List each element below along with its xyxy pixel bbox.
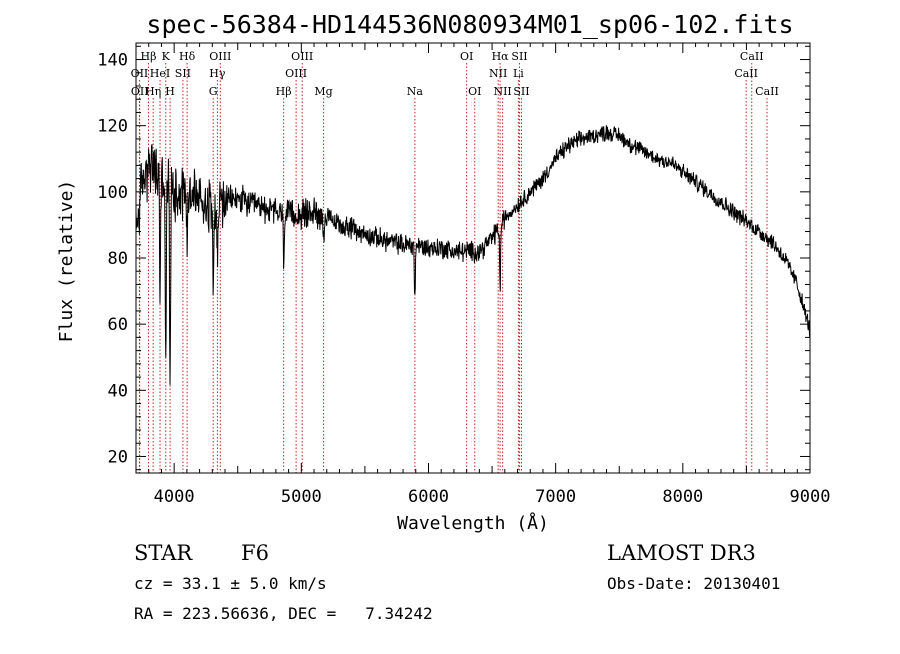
line-marker-label: Hβ (140, 50, 156, 63)
line-marker-label: NII (493, 85, 511, 98)
line-marker-label: Mg (314, 85, 332, 98)
line-marker-label: Hγ (209, 67, 226, 80)
line-marker-label: Li (513, 67, 524, 80)
line-marker-label: Hη (145, 85, 161, 98)
line-marker-label: K (162, 50, 171, 63)
line-marker-label: OI (468, 85, 481, 98)
x-tick-label: 5000 (281, 487, 322, 507)
spectrum-layer (135, 125, 811, 385)
plot-frame (135, 42, 811, 474)
obs-date: Obs-Date: 20130401 (607, 574, 780, 593)
line-marker-label: G (209, 85, 218, 98)
line-marker-label: OII (131, 67, 149, 80)
line-markers-layer (138, 63, 768, 473)
line-marker-label: CaII (734, 67, 758, 80)
line-marker-label: Hδ (179, 50, 196, 63)
line-marker-label: SII (175, 67, 191, 80)
chart-title: spec-56384-HD144536N080934M01_sp06-102.f… (146, 10, 793, 39)
line-marker-label: NII (489, 67, 507, 80)
line-marker-label: OIII (209, 50, 231, 63)
line-marker-label: SII (511, 50, 527, 63)
x-tick-label: 6000 (408, 487, 449, 507)
line-marker-label: OIII (291, 50, 313, 63)
y-axis-label: Flux (relative) (56, 180, 77, 343)
y-tick-label: 20 (108, 447, 128, 467)
redshift-value: cz = 33.1 ± 5.0 km/s (134, 574, 327, 593)
y-tick-label: 60 (108, 315, 128, 335)
line-marker-label: CaII (755, 85, 779, 98)
line-marker-label: SII (513, 85, 529, 98)
line-marker-label: OI (460, 50, 473, 63)
survey-name: LAMOST DR3 (607, 541, 756, 565)
line-marker-label: Hβ (276, 85, 292, 98)
y-tick-label: 40 (108, 381, 128, 401)
y-tick-label: 100 (97, 183, 128, 203)
object-class: STAR (134, 541, 193, 565)
y-axis-ticks: 20 40 60 80 100 120 140 (97, 45, 810, 471)
x-axis-label: Wavelength (Å) (397, 512, 549, 534)
line-marker-label: OIII (285, 67, 307, 80)
line-marker-label: CaII (740, 50, 764, 63)
line-marker-label: Na (407, 85, 424, 98)
x-tick-label: 4000 (154, 487, 195, 507)
spectrum-line (135, 125, 811, 385)
object-subclass: F6 (241, 541, 269, 565)
line-marker-label: HeI (150, 67, 170, 80)
line-marker-label: H (165, 85, 175, 98)
y-tick-label: 120 (97, 117, 128, 137)
x-axis-ticks: 4000 5000 6000 7000 8000 9000 (135, 43, 831, 507)
line-marker-label: OII (131, 85, 149, 98)
x-tick-label: 7000 (535, 487, 576, 507)
y-tick-label: 140 (97, 51, 128, 71)
x-tick-label: 9000 (790, 487, 831, 507)
y-tick-label: 80 (108, 249, 128, 269)
line-marker-label: Hα (492, 50, 510, 63)
coordinates: RA = 223.56636, DEC = 7.34242 (134, 604, 433, 623)
x-tick-label: 8000 (662, 487, 703, 507)
